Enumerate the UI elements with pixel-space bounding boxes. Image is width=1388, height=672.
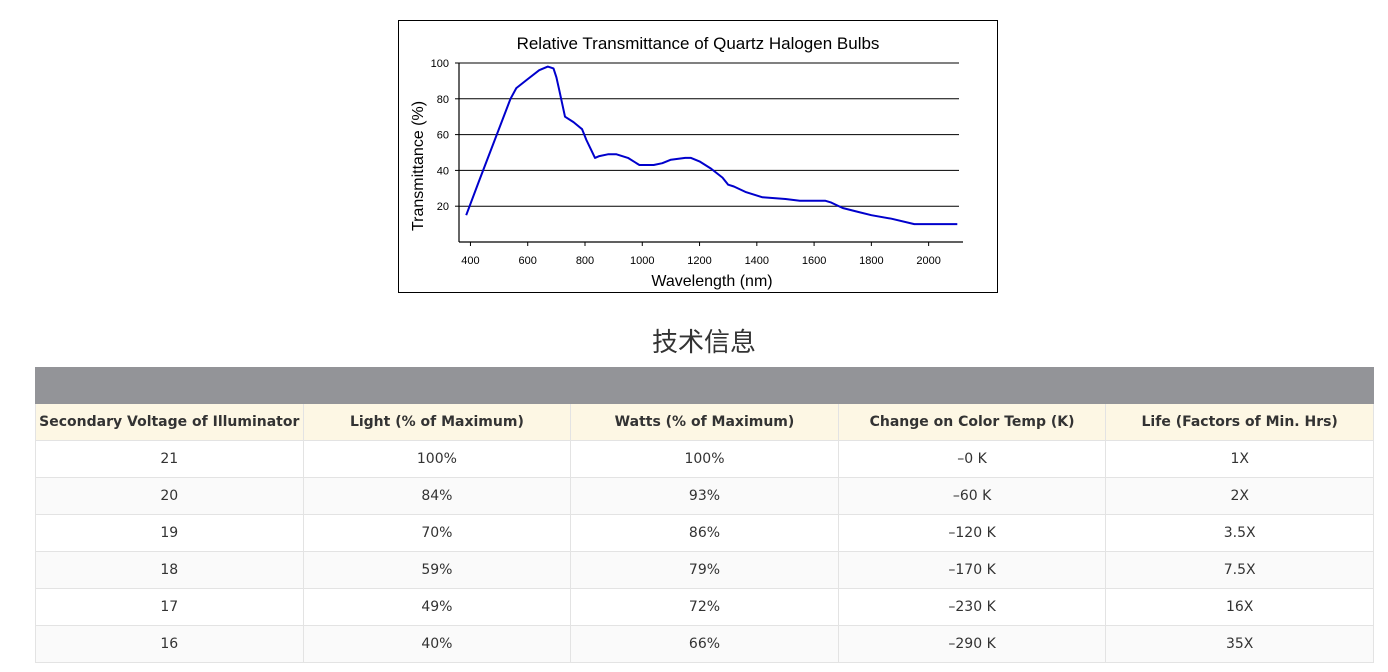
cell-life: 35X xyxy=(1105,625,1374,663)
y-tick-label: 60 xyxy=(437,130,449,142)
cell-light: 100% xyxy=(302,440,572,478)
x-tick-label: 1400 xyxy=(745,255,769,267)
cell-light: 40% xyxy=(302,625,572,663)
x-tick-label: 1800 xyxy=(859,255,883,267)
y-axis-label: Transmittance (%) xyxy=(410,101,427,231)
cell-life: 1X xyxy=(1105,440,1374,478)
x-tick-label: 1000 xyxy=(630,255,654,267)
cell-light: 49% xyxy=(302,588,572,626)
x-tick-label: 1600 xyxy=(802,255,826,267)
series-line xyxy=(465,65,958,226)
cell-light: 70% xyxy=(302,514,572,552)
table-row: 20 84% 93% –60 K 2X xyxy=(35,477,1374,515)
table-header-row: Secondary Voltage of Illuminator Light (… xyxy=(35,403,1374,441)
x-tick-label: 600 xyxy=(519,255,537,267)
cell-life: 16X xyxy=(1105,588,1374,626)
cell-watts: 79% xyxy=(570,551,839,589)
cell-watts: 66% xyxy=(570,625,839,663)
cell-watts: 100% xyxy=(570,440,839,478)
col-header-light: Light (% of Maximum) xyxy=(302,403,572,441)
cell-watts: 72% xyxy=(570,588,839,626)
x-ticks: 400 600 800 1000 1200 1400 1600 1800 2000 xyxy=(461,242,941,267)
y-tick-label: 100 xyxy=(431,58,449,70)
cell-color-temp: –120 K xyxy=(837,514,1107,552)
col-header-voltage: Secondary Voltage of Illuminator xyxy=(35,403,304,441)
cell-color-temp: –60 K xyxy=(837,477,1107,515)
cell-color-temp: –0 K xyxy=(837,440,1107,478)
cell-voltage: 20 xyxy=(35,477,304,515)
chart-panel: Relative Transmittance of Quartz Halogen… xyxy=(398,20,998,293)
x-tick-label: 2000 xyxy=(916,255,940,267)
x-tick-label: 400 xyxy=(461,255,479,267)
y-tick-label: 20 xyxy=(437,201,449,213)
gridlines xyxy=(459,62,959,207)
transmittance-chart: Relative Transmittance of Quartz Halogen… xyxy=(410,34,963,290)
chart-title: Relative Transmittance of Quartz Halogen… xyxy=(517,34,880,53)
y-ticks: 20 40 60 80 100 xyxy=(431,58,459,213)
cell-color-temp: –170 K xyxy=(837,551,1107,589)
cell-watts: 93% xyxy=(570,477,839,515)
table-row: 19 70% 86% –120 K 3.5X xyxy=(35,514,1374,552)
table-row: 16 40% 66% –290 K 35X xyxy=(35,625,1374,663)
cell-voltage: 18 xyxy=(35,551,304,589)
table-row: 18 59% 79% –170 K 7.5X xyxy=(35,551,1374,589)
table-row: 21 100% 100% –0 K 1X xyxy=(35,440,1374,478)
cell-watts: 86% xyxy=(570,514,839,552)
tech-info-table: Secondary Voltage of Illuminator Light (… xyxy=(35,367,1374,663)
y-tick-label: 80 xyxy=(437,94,449,106)
col-header-life: Life (Factors of Min. Hrs) xyxy=(1105,403,1374,441)
cell-color-temp: –230 K xyxy=(837,588,1107,626)
cell-life: 7.5X xyxy=(1105,551,1374,589)
col-header-watts: Watts (% of Maximum) xyxy=(570,403,839,441)
cell-life: 3.5X xyxy=(1105,514,1374,552)
table-row: 17 49% 72% –230 K 16X xyxy=(35,588,1374,626)
table-header-band xyxy=(35,367,1374,404)
header-band-cell xyxy=(35,367,1374,404)
section-title: 技术信息 xyxy=(651,328,756,358)
y-tick-label: 40 xyxy=(437,165,449,177)
x-tick-label: 800 xyxy=(576,255,594,267)
cell-voltage: 17 xyxy=(35,588,304,626)
cell-light: 59% xyxy=(302,551,572,589)
cell-voltage: 19 xyxy=(35,514,304,552)
x-tick-label: 1200 xyxy=(687,255,711,267)
cell-voltage: 16 xyxy=(35,625,304,663)
cell-color-temp: –290 K xyxy=(837,625,1107,663)
cell-voltage: 21 xyxy=(35,440,304,478)
col-header-color-temp: Change on Color Temp (K) xyxy=(837,403,1107,441)
x-axis-label: Wavelength (nm) xyxy=(651,273,772,290)
cell-light: 84% xyxy=(302,477,572,515)
series-layer xyxy=(465,65,958,226)
cell-life: 2X xyxy=(1105,477,1374,515)
